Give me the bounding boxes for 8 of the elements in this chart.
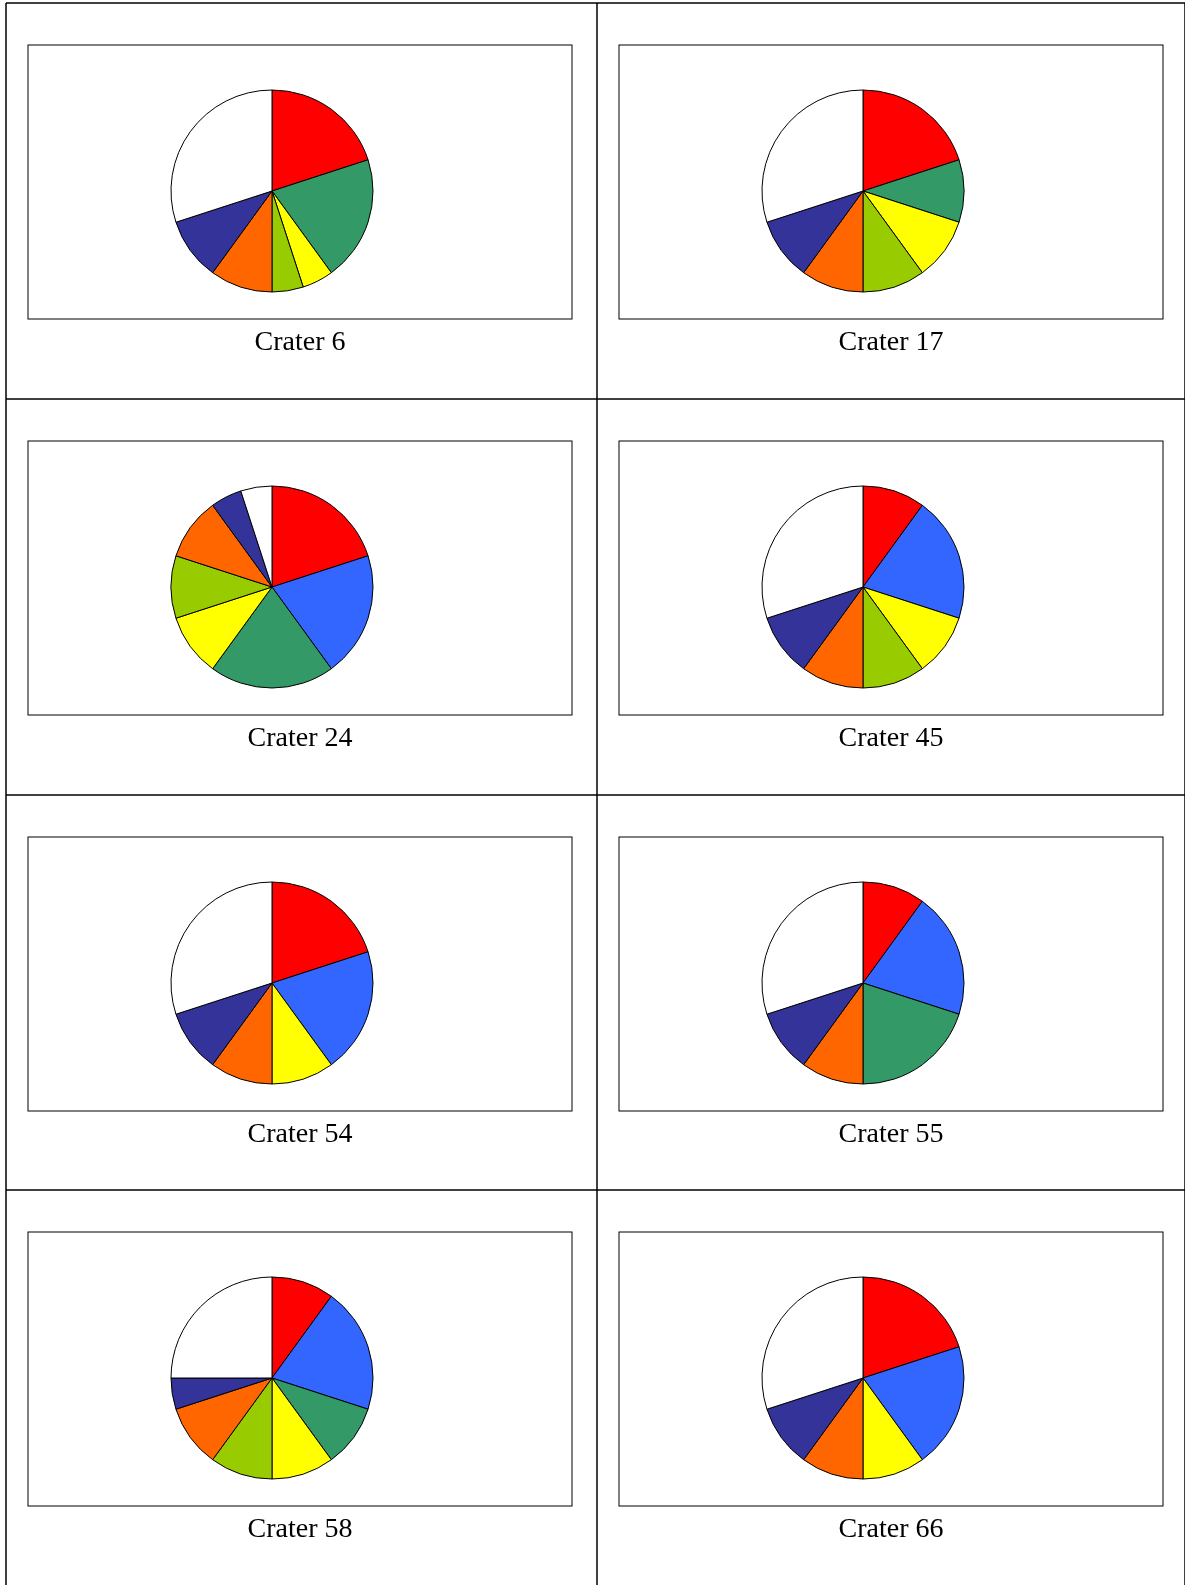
text: Crater 6 (254, 325, 346, 356)
text: Crater 17 (838, 325, 944, 356)
text: Crater 66 (838, 1512, 944, 1543)
text: Crater 55 (838, 1117, 944, 1148)
text: Crater 24 (247, 721, 353, 752)
text: Crater 45 (838, 721, 944, 752)
text: Crater 58 (247, 1512, 353, 1543)
text: Crater 54 (247, 1117, 353, 1148)
